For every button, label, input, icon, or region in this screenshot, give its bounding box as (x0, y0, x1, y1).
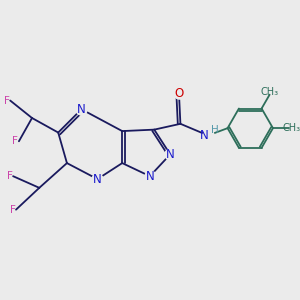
Text: CH₃: CH₃ (260, 87, 279, 97)
Text: F: F (4, 95, 10, 106)
Text: F: F (13, 136, 18, 146)
Text: N: N (200, 129, 209, 142)
Text: N: N (77, 103, 86, 116)
Text: N: N (93, 172, 102, 186)
Text: N: N (146, 170, 154, 183)
Text: O: O (174, 87, 184, 100)
Text: F: F (7, 171, 13, 181)
Text: H: H (212, 125, 219, 135)
Text: CH₃: CH₃ (283, 123, 300, 133)
Text: N: N (166, 148, 175, 161)
Text: F: F (10, 205, 16, 215)
